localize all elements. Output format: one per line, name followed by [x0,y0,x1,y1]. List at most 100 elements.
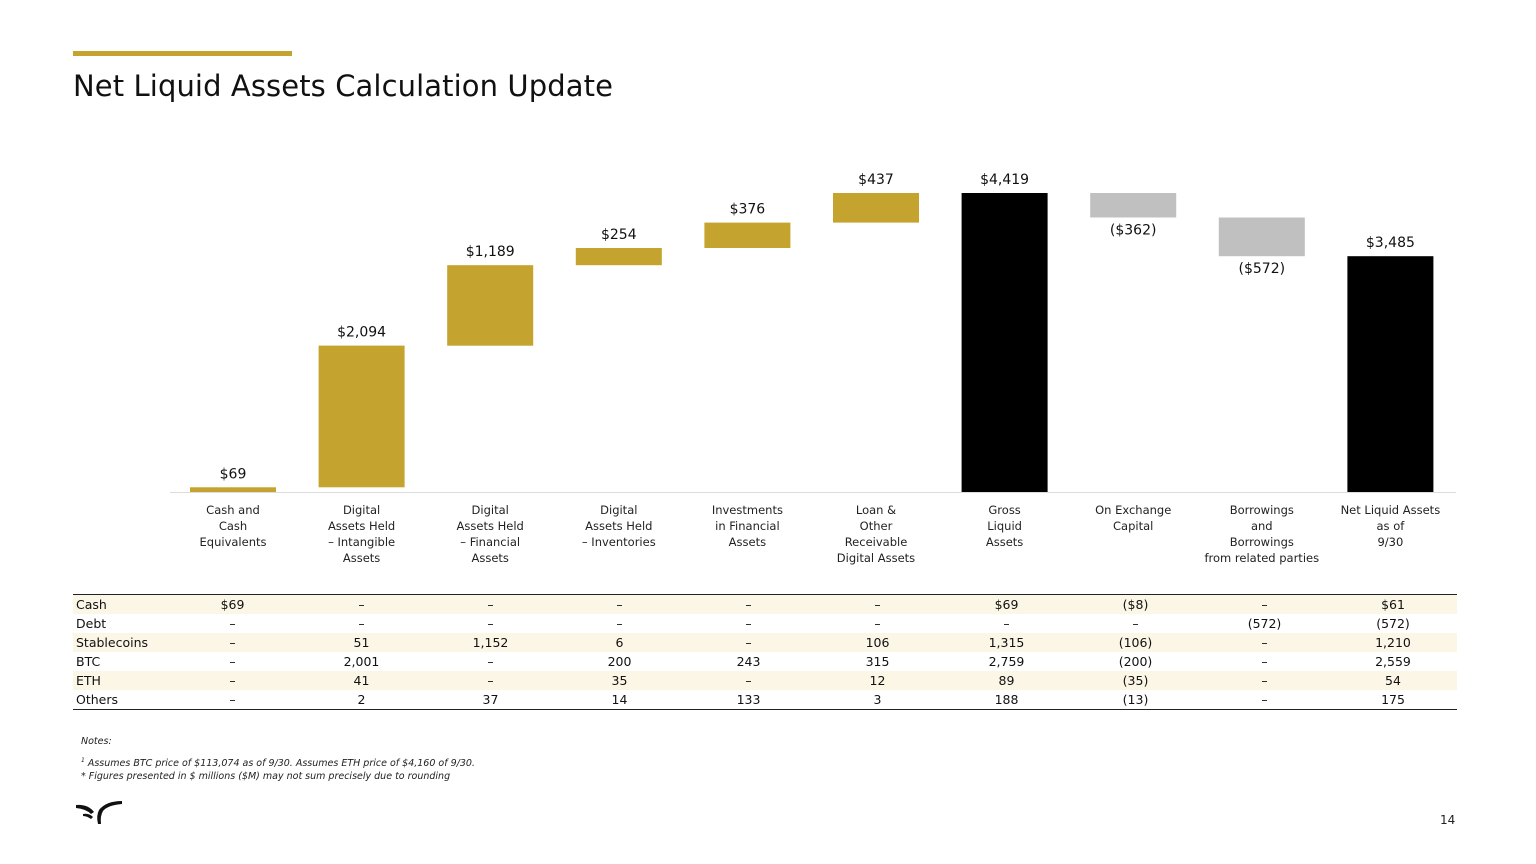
table-cell: – [1200,633,1329,652]
bar-3 [447,265,534,346]
table-cell: 2,759 [988,654,1025,669]
category-label-line: Assets Held [585,519,653,533]
category-label-line: Gross [988,503,1021,517]
table-cell: – [487,616,494,631]
table-cell: 1,210 [1329,633,1457,652]
table-cell: 1,152 [426,633,555,652]
footnote-2: * Figures presented in $ millions ($M) m… [81,771,451,783]
category-label-line: Assets [728,535,767,549]
category-label-line: Cash and [206,503,260,517]
category-label-line: Liquid [987,519,1022,533]
category-label-line: Cash [218,519,248,533]
footnote-1-text: Assumes BTC price of $113,074 as of 9/30… [87,758,475,770]
category-label-line: Assets [985,535,1024,549]
table-cell: 6 [555,633,684,652]
category-label-line: – Intangible [328,535,396,549]
table-cell: 12 [813,671,942,690]
table-cell: – [813,594,942,614]
table-cell: – [684,671,813,690]
footnote-1: 1 Assumes BTC price of $113,074 as of 9/… [81,754,475,770]
table-cell: (106) [1071,633,1200,652]
table-cell: – [487,654,494,669]
category-label-line: Borrowings [1229,503,1294,517]
value-label-9: ($572) [1239,261,1286,277]
table-row: Stablecoins –51 1,152 6–106 1,315 (106) –1,210 [73,633,1457,652]
category-label-line: as of [1376,519,1405,533]
table-body: Cash $69– – – – – $69 ($8) – $61 Debt – – – – – – – – (572)… [73,594,1457,710]
category-label-line: Capital [1113,519,1154,533]
category-label-line: Assets Held [327,519,396,533]
category-label-line: Digital [471,503,509,517]
value-label-3: $1,189 [466,244,515,260]
table-cell: – [874,616,881,631]
value-label-10: $3,485 [1366,235,1415,251]
category-label-line: – Financial [460,535,521,549]
table-cell: (200) [1118,654,1153,669]
value-label-5: $376 [730,202,766,218]
value-label-2: $2,094 [337,325,386,341]
table-cell: 2 [297,690,426,710]
table-cell: – [684,594,813,614]
bar-4 [575,248,662,266]
table-cell: 89 [942,671,1071,690]
table-cell: (572) [1376,616,1410,631]
table-cell: 243 [736,654,761,669]
category-label-10: Net Liquid Assets as of 9/30 [1326,502,1454,550]
bar-5 [704,222,791,248]
table-cell: – [168,690,297,710]
table-cell: $69 [168,594,297,614]
table-row: Others –2 37 14 133 3 188 (13) –175 [73,690,1457,710]
table-row: BTC – 2,001 – 200 243 315 2,759 (200) – 2,559 [73,652,1457,671]
bull-horns-logo-icon [76,801,122,824]
bar-2 [318,345,405,488]
category-label-6: Loan & Other Receivable Digital Assets [812,502,940,566]
table-cell: – [1132,616,1139,631]
table-cell: 175 [1329,690,1457,710]
table-cell: (35) [1071,671,1200,690]
table-cell: – [168,671,297,690]
table-cell: 41 [297,671,426,690]
category-label-line: 9/30 [1377,535,1404,549]
table-cell: 2,559 [1375,654,1411,669]
table-cell: – [1261,654,1268,669]
category-label-2: Digital Assets Held – Intangible Assets [298,502,426,566]
waterfall-chart: $69 $2,094 $1,189 $254 $376 $437 $4,419 ($362) (… [170,172,1456,493]
category-label-line: from related parties [1204,551,1320,565]
category-label-line: in Financial [715,519,780,533]
table-cell: 14 [555,690,684,710]
table-cell: 200 [607,654,632,669]
table-cell: – [1200,690,1329,710]
table-cell: – [1200,671,1329,690]
table-cell: 188 [942,690,1071,710]
category-label-line: Net Liquid Assets [1340,503,1441,517]
table-cell: 54 [1329,671,1457,690]
table-cell: (13) [1071,690,1200,710]
asset-breakdown-table: Cash $69– – – – – $69 ($8) – $61 Debt – – – – – – – – (572)… [73,594,1457,710]
category-label-line: Digital [342,503,381,517]
table-cell: 106 [813,633,942,652]
category-label-7: Gross Liquid Assets [941,502,1069,550]
table-cell: 1,315 [942,633,1071,652]
category-label-line: On Exchange [1095,503,1172,517]
bar-8 [1090,193,1177,218]
page-title: Net Liquid Assets Calculation Update [73,69,614,103]
category-label-line: Assets [471,551,509,565]
table-row: ETH –41–35–12 89 (35) –54 [73,671,1457,690]
category-label-line: and [1250,519,1273,533]
value-label-6: $437 [858,172,894,188]
table-row: Debt – – – – – – – – (572) (572) [73,614,1457,633]
bar-1 [190,487,276,492]
category-label-line: Digital Assets [836,551,916,565]
category-label-line: Assets [342,551,381,565]
bar-10 [1347,256,1434,492]
category-label-line: Equivalents [199,535,267,549]
table-cell: – [426,594,555,614]
table-cell: 37 [426,690,555,710]
table-cell: – [616,616,623,631]
category-label-3: Digital Assets Held – Financial Assets [426,502,554,566]
table-cell: – [555,594,684,614]
row-label: Others [73,690,168,710]
table-cell: – [297,594,426,614]
notes-title: Notes: [81,736,112,747]
table-cell: – [229,654,236,669]
